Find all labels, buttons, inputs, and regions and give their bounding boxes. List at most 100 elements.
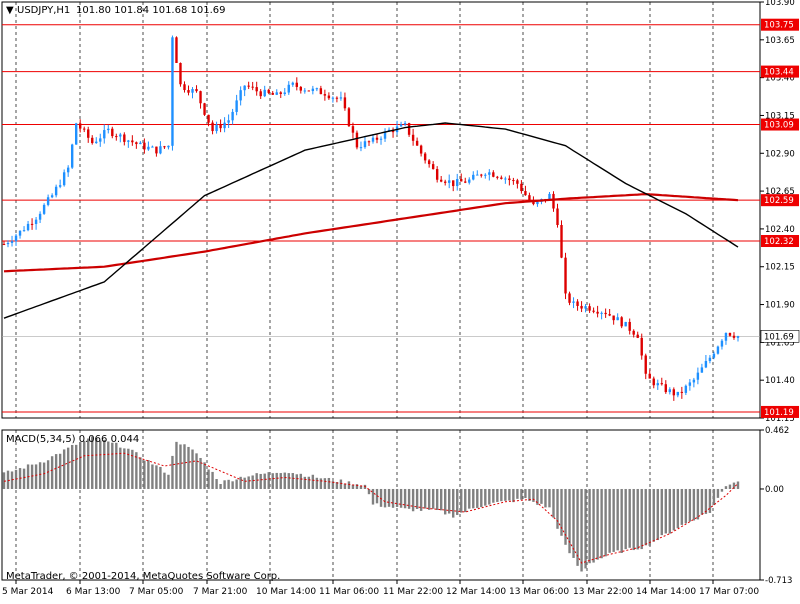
macd-bar [480,488,483,508]
candle-body [139,142,142,145]
macd-bar [548,488,551,508]
macd-bar [54,454,58,489]
candle-body [403,123,407,125]
candle-body [520,183,523,192]
macd-bar [604,488,607,557]
macd-bar [95,438,98,489]
candle-body [195,89,198,92]
macd-bar [87,438,90,489]
macd-bar [419,488,423,511]
macd-bar [660,488,663,536]
price-tick-label: 101.15 [765,414,795,424]
macd-bar [115,442,118,489]
macd-bar [692,488,696,521]
macd-bar [231,481,234,489]
macd-bar [195,453,198,489]
price-tick-label: 102.90 [765,149,795,159]
candle-body [652,378,655,386]
macd-bar [704,488,708,514]
macd-bar [476,488,479,508]
macd-bar [351,484,355,489]
candle-body [696,372,700,380]
macd-bar [187,446,190,489]
candle-body [435,169,439,180]
macd-bar [135,452,138,489]
price-tick-label: 101.40 [765,376,795,386]
macd-bar [500,488,503,502]
candle-body [460,179,463,182]
candle-body [143,142,146,150]
price-tick-label: 102.40 [765,225,795,235]
price-pane[interactable] [1,1,761,419]
candle-body [672,389,676,396]
candle-body [279,92,282,94]
candle-body [524,191,527,196]
candle-body [419,145,423,154]
macd-bar [79,442,82,489]
candle-body [199,91,202,104]
macd-bar [564,488,567,545]
candle-body [668,389,672,393]
candle-body [468,179,471,183]
macd-bar [283,472,286,489]
macd-bar [119,447,122,489]
current-price-label: 101.69 [764,332,794,342]
candle-body [624,321,627,327]
price-level-label: 102.59 [764,196,794,206]
candle-body [676,391,680,396]
macd-bar [624,488,627,550]
candle-body [14,235,18,242]
time-tick-label: 13 Mar 22:00 [573,587,633,597]
macd-bar [568,488,571,554]
candle-body [251,86,254,88]
macd-bar [435,488,439,511]
candle-body [215,124,218,132]
candle-body [564,257,567,294]
candle-body [327,95,331,99]
price-tick-label: 102.15 [765,263,795,273]
macd-bar [107,441,110,489]
candle-body [83,128,86,130]
time-tick-label: 11 Mar 22:00 [383,587,443,597]
time-tick-label: 7 Mar 21:00 [193,587,248,597]
candle-body [588,306,591,311]
candle-body [58,185,62,187]
candle-body [26,223,30,231]
macd-bar [259,473,262,489]
candle-body [323,94,327,96]
candle-body [431,164,435,170]
candle-body [472,174,475,180]
candle-body [30,223,34,225]
macd-bar [680,488,684,525]
macd-tick-label: 0.00 [765,485,784,495]
macd-pane[interactable] [1,429,761,581]
candle-body [448,180,451,183]
candle-body [159,146,162,154]
macd-tick-label: 0.462 [765,426,789,436]
candle-body [600,312,603,314]
macd-bar [30,464,34,489]
candle-body [219,124,222,129]
candle-body [628,321,631,331]
macd-bar [443,488,447,515]
macd-bar [147,460,150,489]
macd-bar [379,488,383,507]
macd-bar [74,444,78,489]
candle-body [732,335,736,338]
candle-body [355,132,359,148]
time-tick-label: 13 Mar 06:00 [509,587,569,597]
candle-body [423,153,427,161]
macd-bar [576,488,579,566]
price-level-tag [761,405,799,418]
macd-bar [484,488,487,506]
candle-body [239,90,242,101]
price-tick-label: 101.65 [765,338,795,348]
candle-body [303,90,307,92]
candle-body [223,122,226,129]
candle-body [532,200,535,205]
price-level-label: 103.44 [764,68,794,78]
chart-menu-icon[interactable]: ▼ [6,5,14,16]
macd-bar [91,436,94,489]
